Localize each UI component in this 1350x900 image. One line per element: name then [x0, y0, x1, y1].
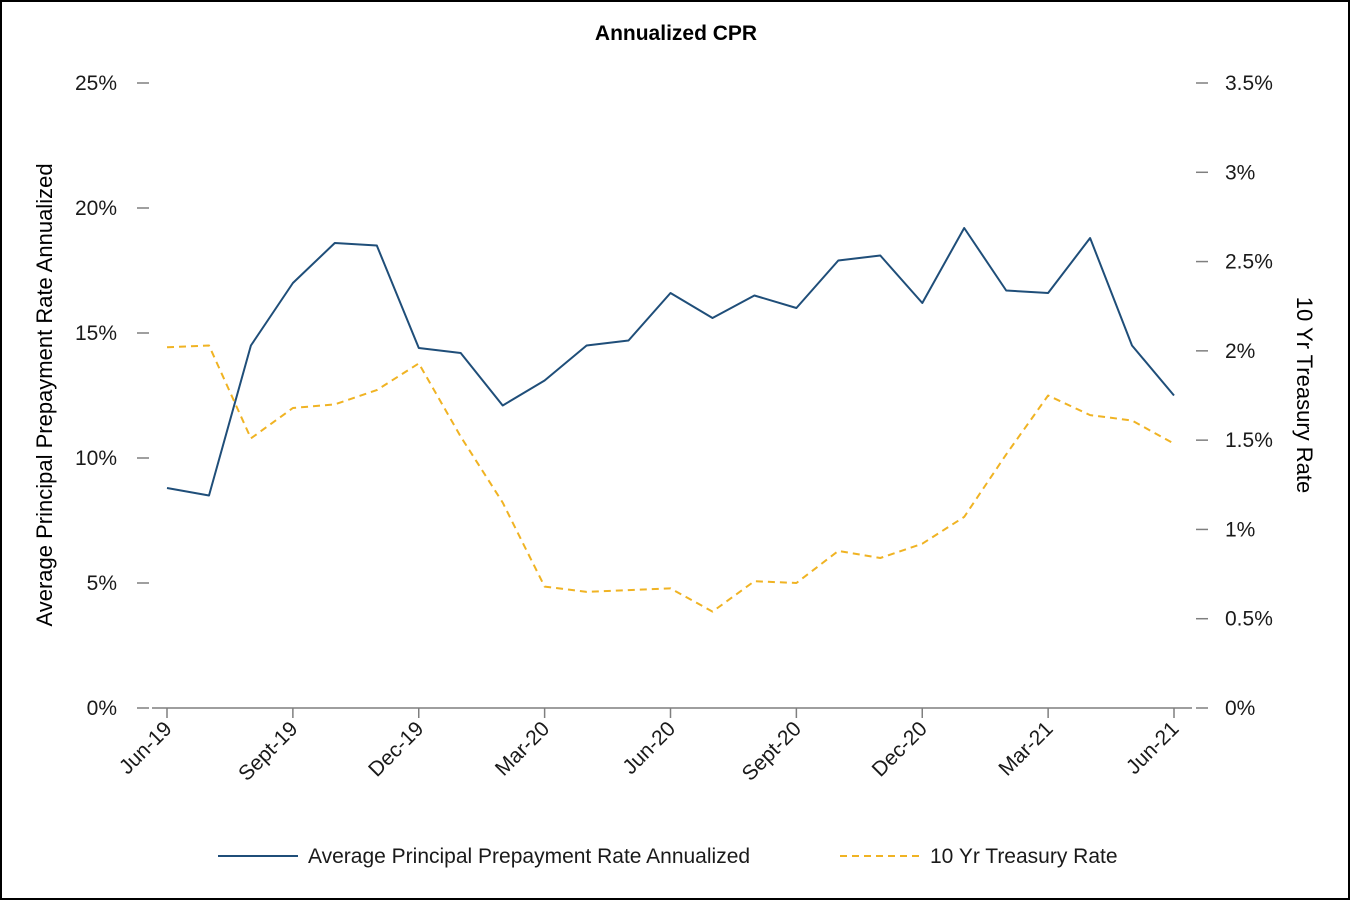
left-y-tick-label: 10% [75, 447, 117, 470]
legend: Average Principal Prepayment Rate Annual… [218, 845, 1118, 868]
x-tick-label: Sept-19 [234, 717, 302, 785]
chart-title: Annualized CPR [595, 22, 757, 45]
x-tick-label: Sept-20 [738, 717, 806, 785]
right-y-tick-label: 0.5% [1225, 608, 1273, 631]
right-y-tick-label: 2.5% [1225, 251, 1273, 274]
legend-label-prepayment: Average Principal Prepayment Rate Annual… [308, 845, 750, 868]
left-y-axis: 0% 5% 10% 15% 20% 25% [75, 72, 149, 720]
right-y-tick-label: 2% [1225, 340, 1255, 363]
x-tick-label: Jun-20 [618, 717, 680, 779]
right-y-tick-label: 1% [1225, 518, 1255, 541]
right-y-tick-label: 1.5% [1225, 429, 1273, 452]
x-tick-label: Dec-19 [364, 717, 428, 781]
right-y-axis: 0% 0.5% 1% 1.5% 2% 2.5% 3% 3.5% [1196, 72, 1273, 720]
series-layer [166, 227, 1175, 613]
x-tick-label: Jun-21 [1122, 717, 1184, 779]
prepayment-rate-line [166, 227, 1175, 497]
left-y-tick-label: 0% [87, 697, 117, 720]
x-tick-label: Jun-19 [115, 717, 177, 779]
x-tick-label: Mar-20 [491, 717, 554, 780]
x-axis: Jun-19 Sept-19 Dec-19 Mar-20 Jun-20 Sept-20 De… [115, 707, 1192, 786]
right-y-tick-label: 0% [1225, 697, 1255, 720]
x-tick-label: Mar-21 [994, 717, 1057, 780]
legend-label-treasury: 10 Yr Treasury Rate [930, 845, 1118, 868]
left-y-tick-label: 20% [75, 197, 117, 220]
right-y-axis-title: 10 Yr Treasury Rate [1292, 297, 1317, 493]
treasury-rate-line [166, 344, 1175, 613]
left-y-axis-title: Average Principal Prepayment Rate Annual… [32, 163, 57, 626]
x-tick-label: Dec-20 [868, 717, 932, 781]
left-y-tick-label: 25% [75, 72, 117, 95]
left-y-tick-label: 15% [75, 322, 117, 345]
right-y-tick-label: 3.5% [1225, 72, 1273, 95]
left-y-tick-label: 5% [87, 572, 117, 595]
right-y-tick-label: 3% [1225, 161, 1255, 184]
